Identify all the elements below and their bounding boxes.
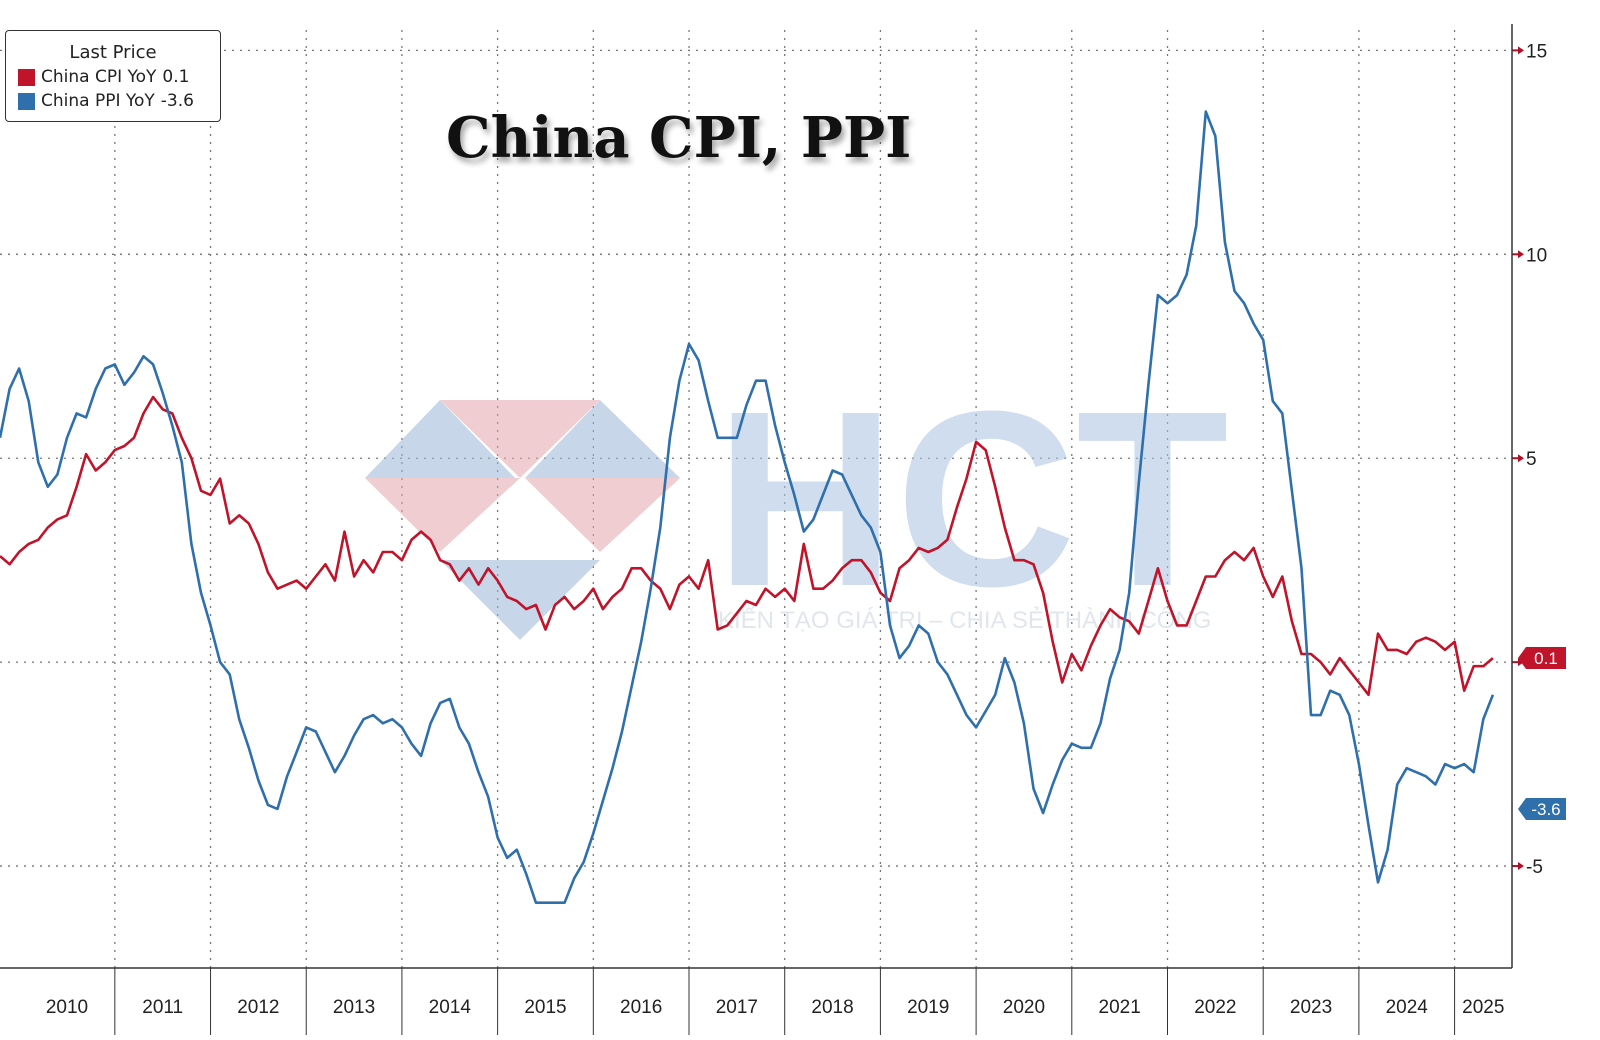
y-tick-label-10: 10 — [1526, 245, 1547, 266]
x-tick-label-2020: 2020 — [1003, 997, 1045, 1018]
legend-item-ppi: China PPI YoY -3.6 — [18, 91, 194, 111]
x-tick-label-2012: 2012 — [237, 997, 279, 1018]
last-value-tags: 0.1 -3.6 — [1518, 647, 1566, 820]
last-value-tag-bg — [1518, 647, 1566, 670]
watermark-logo-text: HCT — [715, 359, 1229, 638]
y-tick-arrow-5 — [1518, 454, 1524, 463]
x-tick-label-2011: 2011 — [142, 997, 183, 1018]
legend-swatch-ppi — [18, 92, 35, 110]
x-tick-label-2021: 2021 — [1099, 997, 1141, 1018]
x-tick-label-2025: 2025 — [1462, 997, 1504, 1018]
x-tick-label-2014: 2014 — [429, 997, 472, 1018]
x-tick-label-2023: 2023 — [1290, 997, 1332, 1018]
y-tick-arrow-10 — [1518, 250, 1524, 259]
chart-title: China CPI, PPI — [446, 105, 912, 171]
x-tick-label-2010: 2010 — [46, 997, 88, 1018]
legend-last-cpi: 0.1 — [162, 67, 190, 87]
last-value-tag-bg — [1518, 797, 1566, 820]
y-tick-arrow-15 — [1518, 46, 1524, 55]
legend: Last Price China CPI YoY 0.1 China PPI Y… — [5, 30, 221, 122]
watermark-logo: HCT KIẾN TẠO GIÁ TRỊ – CHIA SẺ THÀNH CÔN… — [365, 359, 1229, 640]
y-tick-label-15: 15 — [1526, 41, 1547, 62]
legend-label-ppi: China PPI YoY — [41, 91, 155, 111]
series-line-cpi — [0, 395, 1494, 697]
series-line-ppi — [0, 110, 1495, 904]
legend-label-cpi: China CPI YoY — [41, 67, 157, 87]
x-tick-label-2018: 2018 — [811, 997, 853, 1018]
legend-item-cpi: China CPI YoY 0.1 — [18, 67, 189, 87]
x-tick-label-2022: 2022 — [1194, 997, 1236, 1018]
x-tick-label-2016: 2016 — [620, 997, 662, 1018]
watermark-tagline: KIẾN TẠO GIÁ TRỊ – CHIA SẺ THÀNH CÔNG — [718, 605, 1211, 634]
legend-last-ppi: -3.6 — [160, 91, 194, 111]
x-tick-label-2019: 2019 — [907, 997, 949, 1018]
y-tick-arrow--5 — [1518, 862, 1524, 871]
last-value-tag-ppi: -3.6 — [1518, 797, 1566, 820]
x-tick-label-2013: 2013 — [333, 997, 375, 1018]
y-tick-label--5: -5 — [1526, 857, 1543, 878]
series-layer — [0, 110, 1495, 904]
legend-title: Last Price — [69, 42, 157, 63]
last-value-tag-cpi: 0.1 — [1518, 647, 1566, 670]
legend-swatch-cpi — [18, 68, 35, 86]
axes: -5 5 10 15 2010 2011 2012 2013 2014 2015 2016 2017 2… — [0, 24, 1547, 1035]
x-tick-label-2024: 2024 — [1386, 997, 1429, 1018]
x-tick-label-2015: 2015 — [524, 997, 566, 1018]
x-tick-label-2017: 2017 — [716, 997, 758, 1018]
y-tick-label-5: 5 — [1526, 449, 1537, 470]
last-value-tag-label: -3.6 — [1531, 800, 1560, 819]
last-value-tag-label: 0.1 — [1534, 649, 1558, 668]
